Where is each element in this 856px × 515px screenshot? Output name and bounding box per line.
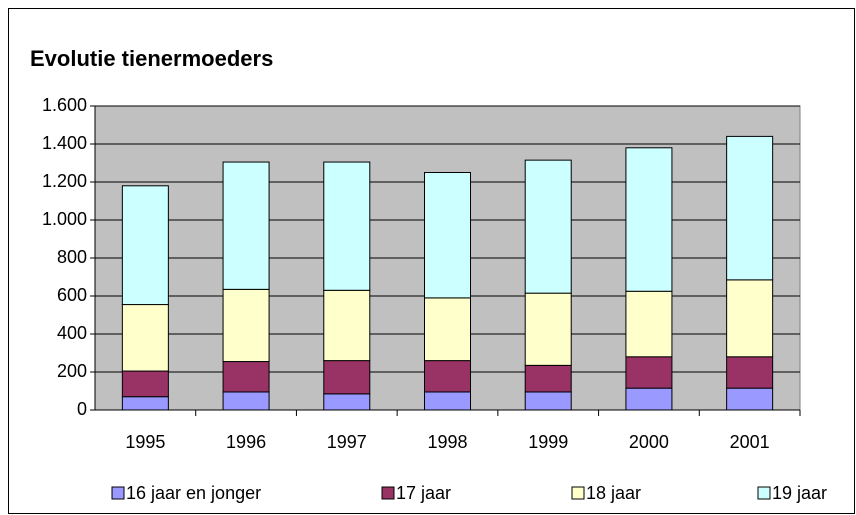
bar-segment <box>222 361 270 393</box>
bar-segment <box>524 391 572 411</box>
bar-segment <box>625 387 673 411</box>
legend-swatch <box>571 486 585 500</box>
bar-segment <box>625 290 673 358</box>
x-tick-label: 1997 <box>327 432 367 452</box>
legend-label: 16 jaar en jonger <box>126 483 261 503</box>
bar-segment <box>625 356 673 389</box>
x-tick-label: 1999 <box>528 432 568 452</box>
bar-segment <box>625 147 673 292</box>
y-tick-label: 1.200 <box>42 171 87 191</box>
x-tick-label: 1995 <box>125 432 165 452</box>
y-tick-label: 0 <box>77 399 87 419</box>
bar-segment <box>524 364 572 393</box>
x-tick-label: 2001 <box>730 432 770 452</box>
legend-swatch <box>757 486 771 500</box>
bar-segment <box>524 159 572 294</box>
legend-swatch <box>111 486 125 500</box>
y-tick-label: 1.600 <box>42 95 87 115</box>
x-tick-label: 1998 <box>427 432 467 452</box>
bar-segment <box>323 289 371 362</box>
bar-segment <box>524 292 572 366</box>
bar-segment <box>323 360 371 395</box>
y-tick-label: 400 <box>57 323 87 343</box>
bar-segment <box>121 370 169 398</box>
legend-label: 18 jaar <box>586 483 641 503</box>
x-tick-label: 1996 <box>226 432 266 452</box>
bar-segment <box>726 356 774 389</box>
bar-segment <box>424 391 471 411</box>
bar-segment <box>222 161 270 290</box>
bar-segment <box>222 391 270 411</box>
bar-segment <box>424 360 471 393</box>
chart-title: Evolutie tienermoeders <box>30 46 273 71</box>
x-tick-label: 2000 <box>629 432 669 452</box>
bar-segment <box>726 279 774 358</box>
bar-segment <box>726 387 774 411</box>
bar-segment <box>424 297 471 362</box>
bar-segment <box>323 393 371 411</box>
y-tick-label: 600 <box>57 285 87 305</box>
y-tick-label: 800 <box>57 247 87 267</box>
legend-label: 17 jaar <box>396 483 451 503</box>
y-tick-label: 1.400 <box>42 133 87 153</box>
y-tick-label: 1.000 <box>42 209 87 229</box>
legend-swatch <box>381 486 395 500</box>
bar-segment <box>121 304 169 372</box>
bar-segment <box>222 288 270 363</box>
bar-segment <box>121 396 169 411</box>
bar-segment <box>726 135 774 281</box>
bar-segment <box>323 161 371 291</box>
y-tick-label: 200 <box>57 361 87 381</box>
bar-segment <box>121 185 169 306</box>
bar-segment <box>424 172 471 299</box>
legend-label: 19 jaar <box>772 483 827 503</box>
